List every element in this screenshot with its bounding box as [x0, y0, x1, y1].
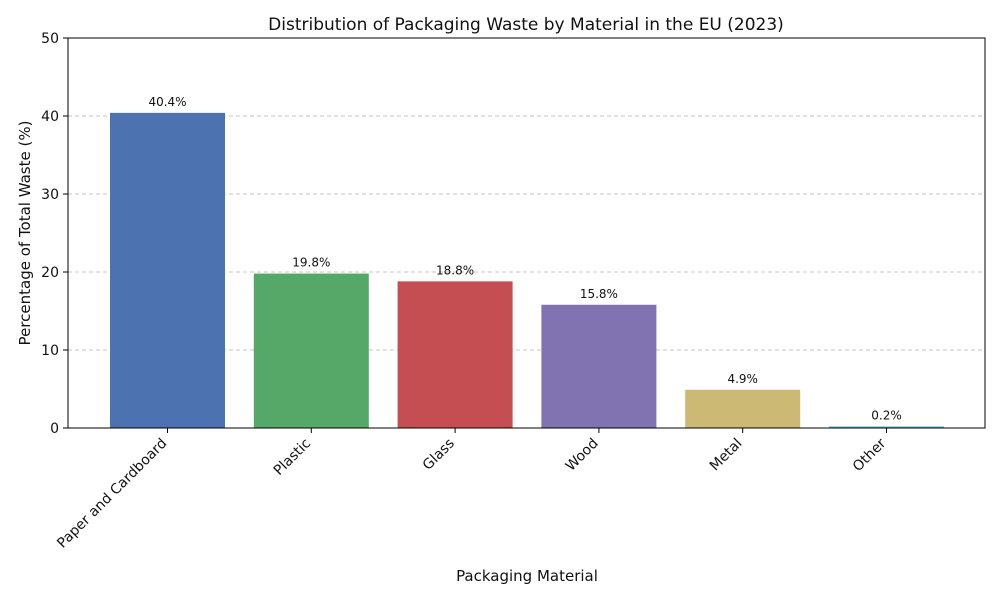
x-tick-label: Wood [563, 436, 602, 475]
data-labels: 40.4% 19.8% 18.8% 15.8% 4.9% 0.2% [148, 95, 901, 423]
y-tick-label: 20 [41, 265, 59, 281]
y-tick-label: 0 [50, 421, 59, 437]
bar-plastic [253, 273, 369, 428]
y-tick-label: 30 [41, 187, 59, 203]
bars [110, 112, 944, 428]
x-tick-label: Other [850, 435, 890, 475]
data-label: 15.8% [580, 287, 618, 301]
y-axis-ticks: 0 10 20 30 40 50 [41, 31, 68, 437]
data-label: 18.8% [436, 263, 474, 277]
grid-lines [68, 115, 985, 351]
bar-other [829, 426, 944, 428]
bar-wood [541, 304, 657, 428]
plot-frame [67, 37, 986, 429]
data-label: 4.9% [727, 372, 758, 386]
x-axis-label: Packaging Material [456, 567, 598, 585]
bar-metal [685, 389, 801, 428]
bar-paper-and-cardboard [110, 112, 225, 428]
x-tick-label: Paper and Cardboard [54, 436, 170, 552]
data-label: 19.8% [292, 256, 330, 270]
bar-glass [397, 281, 513, 428]
chart-title: Distribution of Packaging Waste by Mater… [268, 15, 784, 35]
data-label: 40.4% [148, 95, 186, 109]
x-tick-label: Plastic [271, 436, 314, 479]
x-tick-label: Metal [707, 436, 746, 475]
x-axis-ticks: Paper and Cardboard Plastic Glass Wood Metal… [54, 428, 889, 552]
x-tick-label: Glass [420, 436, 458, 474]
y-tick-label: 10 [41, 343, 59, 359]
y-tick-label: 40 [41, 109, 59, 125]
y-axis-label: Percentage of Total Waste (%) [16, 121, 34, 346]
data-label: 0.2% [871, 408, 902, 422]
y-tick-label: 50 [41, 31, 59, 47]
